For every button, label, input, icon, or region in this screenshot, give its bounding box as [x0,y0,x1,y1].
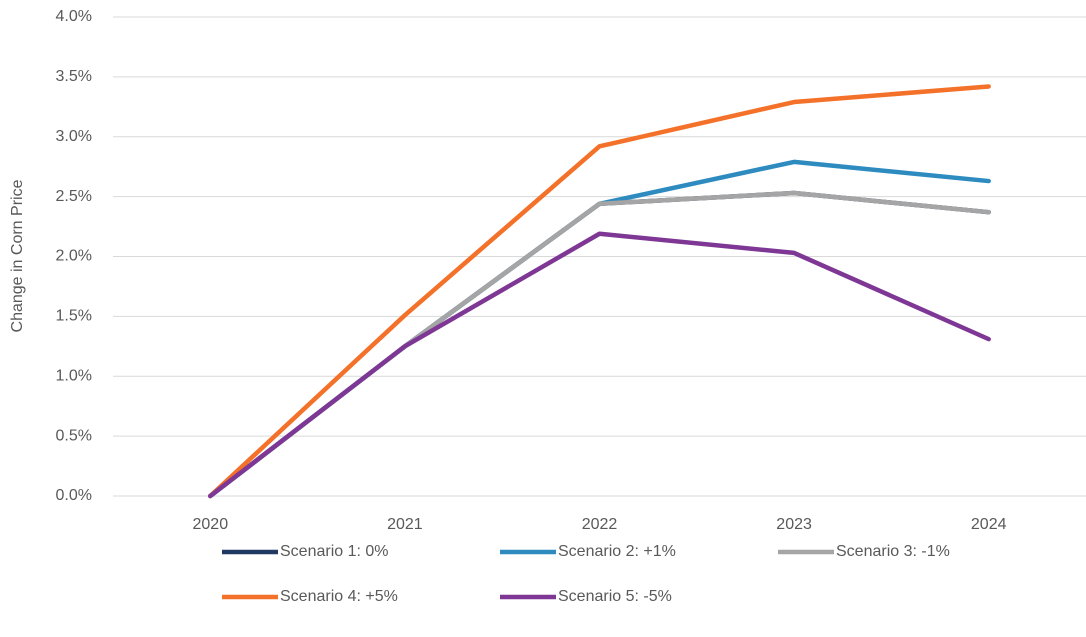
x-tick-label: 2021 [387,516,423,533]
series-line [208,159,991,499]
x-tick-label: 2024 [971,516,1007,533]
x-tick-label: 2020 [193,516,229,533]
legend-label: Scenario 1: 0% [280,543,389,560]
y-tick-label: 2.5% [56,188,92,205]
legend-label: Scenario 5: -5% [558,588,672,605]
legend-label: Scenario 3: -1% [836,543,950,560]
y-tick-label: 3.5% [56,68,92,85]
y-tick-label: 1.5% [56,308,92,325]
series-line [208,190,991,499]
series-line [208,84,991,499]
y-tick-label: 1.0% [56,367,92,384]
y-tick-label: 4.0% [56,8,92,25]
x-tick-label: 2022 [582,516,618,533]
y-tick-label: 0.5% [56,427,92,444]
y-tick-label: 3.0% [56,128,92,145]
y-tick-label: 0.0% [56,487,92,504]
legend-label: Scenario 2: +1% [558,543,676,560]
series-line [208,231,991,499]
legend-label: Scenario 4: +5% [280,588,398,605]
y-axis-title: Change in Corn Price [9,179,26,332]
x-tick-label: 2023 [776,516,812,533]
series-line [208,190,991,499]
y-tick-label: 2.0% [56,248,92,265]
